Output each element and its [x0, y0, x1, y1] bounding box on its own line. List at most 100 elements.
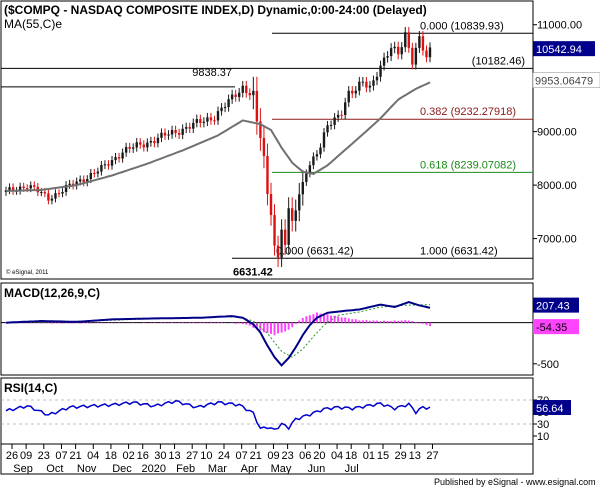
x-day-label: 15 — [377, 450, 389, 462]
x-month-label: Nov — [77, 463, 97, 475]
candle-body-107 — [382, 57, 386, 66]
candle-body-109 — [389, 48, 393, 57]
x-day-label: 07 — [236, 450, 248, 462]
candle-body-78 — [280, 229, 283, 258]
candle-body-118 — [421, 36, 425, 51]
candle-body-12 — [47, 193, 50, 201]
candle-body-49 — [177, 133, 181, 135]
candle-body-119 — [425, 50, 428, 58]
candle-body-83 — [298, 194, 301, 211]
candle-body-41 — [149, 141, 153, 143]
x-month-label: Mar — [208, 463, 227, 475]
candle-body-54 — [195, 119, 198, 123]
candle-body-89 — [319, 147, 322, 155]
x-month-label: Dec — [112, 463, 132, 475]
rsi-label: RSI(14,C) — [4, 381, 57, 395]
price-tick-label: 11000.00 — [537, 20, 582, 32]
x-month-label: Oct — [46, 463, 63, 475]
candle-body-71 — [255, 90, 259, 122]
candle-body-74 — [266, 155, 269, 194]
candle-body-87 — [312, 156, 315, 166]
candle-body-50 — [181, 128, 184, 135]
candle-body-108 — [386, 56, 389, 58]
candle-body-114 — [407, 32, 410, 48]
macd-value-label: 207.43 — [536, 301, 570, 313]
x-day-label: 10 — [200, 450, 212, 462]
candle-body-69 — [248, 93, 251, 96]
macd-tick-label: -500 — [537, 359, 559, 371]
x-month-label: Jun — [307, 463, 325, 475]
fib-618-level-label: 0.618 (8239.07082) — [420, 159, 516, 171]
macd-value-box — [533, 297, 579, 313]
candle-body-60 — [216, 111, 220, 121]
x-day-label: 26 — [6, 450, 18, 462]
candle-body-4 — [18, 186, 22, 191]
last-price-box — [533, 41, 595, 57]
candle-body-20 — [75, 181, 78, 186]
candle-body-94 — [336, 114, 340, 118]
candle-body-0 — [4, 190, 8, 193]
candle-body-8 — [33, 185, 36, 187]
candle-body-76 — [273, 215, 276, 246]
candle-body-52 — [188, 127, 191, 129]
candle-body-91 — [326, 125, 329, 133]
candle-body-66 — [238, 92, 241, 98]
ma-55-line — [5, 81, 431, 192]
price-tick-label: 7000.00 — [537, 234, 577, 246]
macd-indicator: -500 207.43 -54.35 — [1, 297, 579, 371]
x-day-label: 06 — [299, 450, 311, 462]
moving-average — [5, 81, 431, 192]
candle-body-82 — [294, 210, 297, 221]
x-month-label: Apr — [241, 463, 258, 475]
rsi-value-label: 56.64 — [536, 403, 564, 415]
candle-body-62 — [223, 107, 227, 109]
candle-body-75 — [269, 193, 273, 216]
candle-body-120 — [428, 47, 432, 58]
candle-body-77 — [276, 245, 280, 258]
candle-body-95 — [340, 114, 343, 116]
candle-body-55 — [199, 119, 202, 123]
x-day-label: 04 — [87, 450, 99, 462]
macd-label: MACD(12,26,9,C) — [4, 286, 100, 300]
candle-body-14 — [54, 193, 57, 199]
candle-body-1 — [8, 187, 11, 191]
x-day-label: 02 — [122, 450, 134, 462]
x-axis: 26 09 23 07 21 04 18 02 16 30 13 27 10 24 07 21 09 23 06 20… — [6, 444, 439, 475]
x-day-label: 04 — [331, 450, 343, 462]
candle-body-102 — [365, 81, 368, 88]
candle-body-10 — [40, 192, 43, 194]
x-month-label: May — [271, 463, 292, 475]
candle-body-115 — [411, 47, 414, 65]
candle-body-26 — [96, 171, 100, 174]
high-9838-level-label: 9838.37 — [192, 67, 232, 79]
low-6631-annotation: 6631.42 — [233, 266, 273, 278]
candle-body-28 — [103, 164, 107, 166]
candle-body-73 — [262, 137, 266, 156]
candle-body-99 — [354, 90, 357, 94]
candle-body-32 — [117, 157, 121, 159]
candle-body-2 — [11, 187, 15, 192]
candle-body-6 — [26, 188, 29, 190]
candle-body-51 — [185, 127, 188, 129]
x-month-label: Jul — [345, 463, 359, 475]
candle-body-38 — [139, 142, 142, 145]
x-day-label: 30 — [154, 450, 166, 462]
price-tick-label: 8000.00 — [537, 180, 577, 192]
ma-value-label: 9953.06479 — [535, 76, 593, 88]
x-day-label: 09 — [267, 450, 279, 462]
macd-hist-label: -54.35 — [536, 322, 567, 334]
candle-body-67 — [241, 85, 244, 93]
candle-body-96 — [344, 102, 347, 115]
candle-body-58 — [209, 117, 213, 121]
candle-body-11 — [43, 192, 47, 194]
candle-body-5 — [22, 186, 25, 189]
rsi-tick-label: 30 — [537, 419, 549, 431]
x-month-label: Sep — [13, 463, 33, 475]
x-day-label: 09 — [20, 450, 32, 462]
candle-body-85 — [305, 173, 308, 183]
price-labels: 10542.94 9953.06479 — [532, 41, 600, 88]
candle-body-33 — [121, 152, 124, 159]
candle-body-104 — [372, 80, 375, 86]
